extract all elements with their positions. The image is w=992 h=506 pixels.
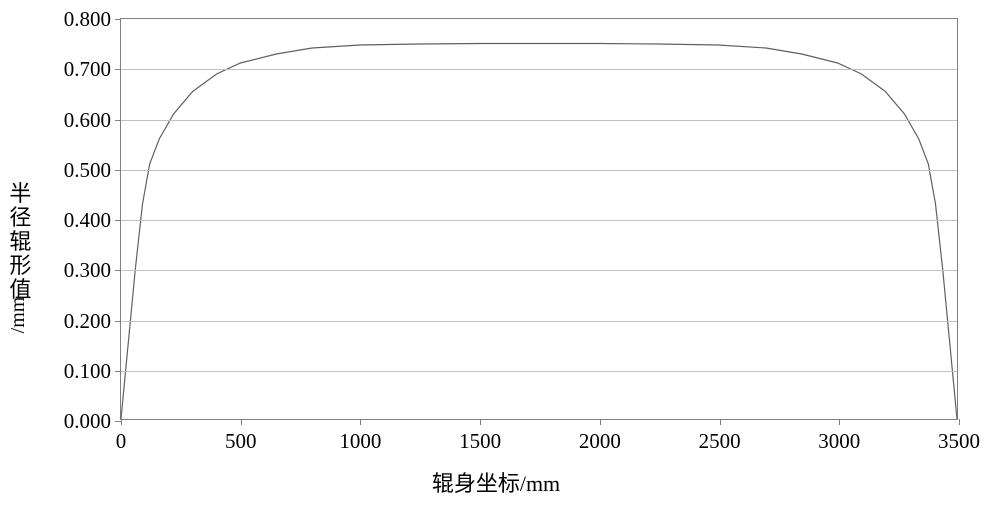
- x-tick-label: 1500: [459, 429, 501, 454]
- x-tick-label: 1000: [339, 429, 381, 454]
- y-axis-label-text: 半径辊形值: [6, 182, 31, 302]
- gridline-h: [121, 321, 957, 322]
- x-axis-label-text: 辊身坐标: [432, 471, 520, 496]
- x-tick-label: 3500: [938, 429, 980, 454]
- gridline-h: [121, 371, 957, 372]
- x-tick-label: 2000: [579, 429, 621, 454]
- data-line: [121, 43, 957, 419]
- plot-area: 0.0000.1000.2000.3000.4000.5000.6000.700…: [120, 18, 958, 420]
- y-tick-label: 0.000: [64, 409, 111, 434]
- y-tick-label: 0.300: [64, 258, 111, 283]
- chart-container: 半径辊形值/mm 辊身坐标/mm 0.0000.1000.2000.3000.4…: [0, 0, 992, 506]
- y-axis-unit: /mm: [7, 297, 30, 334]
- x-axis-label: 辊身坐标/mm: [432, 466, 560, 498]
- y-tick-label: 0.500: [64, 158, 111, 183]
- y-tick-label: 0.100: [64, 359, 111, 384]
- gridline-h: [121, 270, 957, 271]
- gridline-h: [121, 120, 957, 121]
- y-axis-label: 半径辊形值/mm: [0, 182, 37, 325]
- y-tick-label: 0.700: [64, 57, 111, 82]
- gridline-h: [121, 220, 957, 221]
- x-tick-label: 0: [116, 429, 127, 454]
- y-tick-label: 0.200: [64, 309, 111, 334]
- y-tick-label: 0.800: [64, 7, 111, 32]
- x-axis-unit: /mm: [520, 471, 560, 496]
- line-curve: [121, 19, 957, 419]
- y-tick-label: 0.400: [64, 208, 111, 233]
- gridline-h: [121, 170, 957, 171]
- y-tick-label: 0.600: [64, 108, 111, 133]
- x-tick-label: 3000: [818, 429, 860, 454]
- x-tick-label: 2500: [699, 429, 741, 454]
- x-tick-label: 500: [225, 429, 257, 454]
- gridline-h: [121, 69, 957, 70]
